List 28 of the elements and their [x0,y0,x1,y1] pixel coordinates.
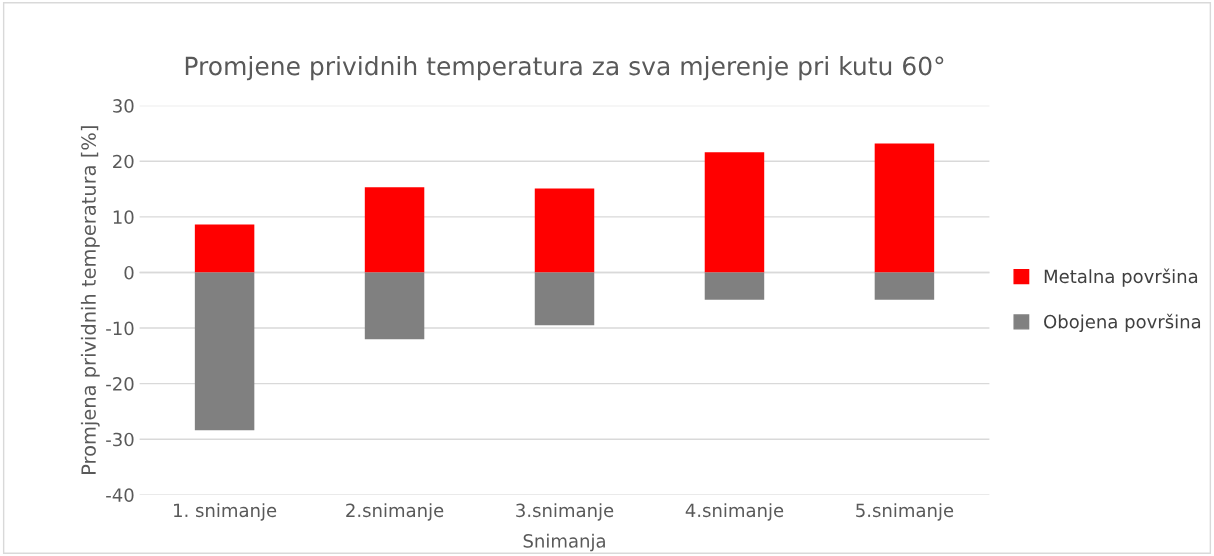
y-tick-label: 20 [113,154,134,169]
bar [704,272,765,300]
bar [534,272,595,326]
chart-title: Promjene prividnih temperatura za sva mjerenje pri kutu 60° [185,56,944,81]
bar [874,272,935,300]
y-tick-label: -10 [106,321,134,336]
x-tick-label: 2.snimanje [346,503,444,521]
y-tick-label: -20 [106,377,134,391]
y-tick-label: 0 [124,265,134,280]
y-tick-label: -30 [106,432,134,447]
x-tick-label: 5.snimanje [856,503,954,521]
legend-label: Obojena površina [1044,313,1201,332]
x-axis-title: Snimanja [523,533,605,552]
bar [364,272,425,340]
x-tick-label: 3.snimanje [516,503,614,521]
bar [874,143,935,273]
bar [704,152,765,273]
y-tick-label: -40 [106,488,134,502]
y-axis-title: Promjena prividnih temperatura [%] [80,126,100,474]
bar [194,272,255,431]
bar [534,188,595,273]
y-tick-label: 10 [113,210,134,224]
x-tick-label: 1. snimanje [174,503,277,521]
bar [364,187,425,273]
y-tick-label: 30 [113,99,134,113]
legend-label: Metalna površina [1044,268,1198,287]
x-tick-label: 4.snimanje [685,503,784,521]
bar [194,224,255,273]
